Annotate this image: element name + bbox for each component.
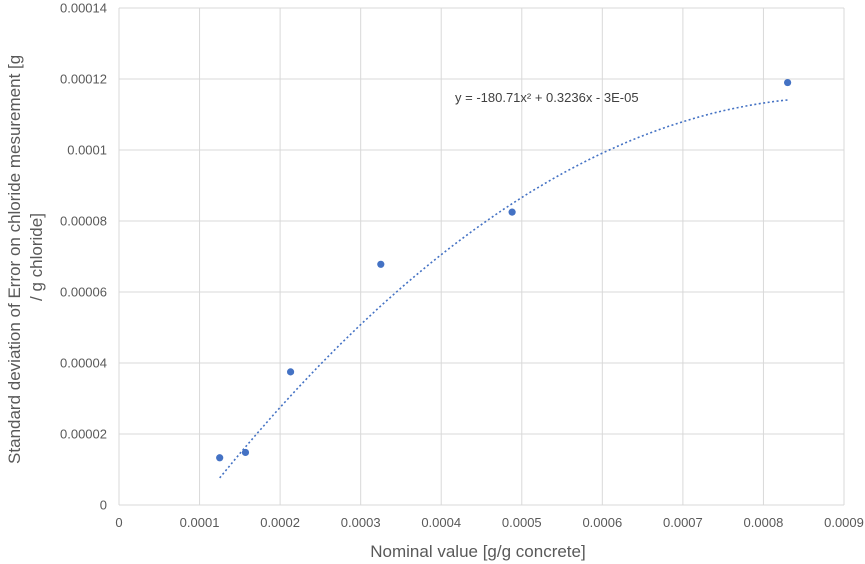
data-point (241, 448, 250, 457)
x-tick-label: 0.0006 (582, 515, 622, 530)
gridlines (118, 7, 845, 506)
data-point (377, 260, 385, 268)
data-point (784, 78, 792, 87)
y-tick-label: 0.00014 (60, 1, 107, 16)
y-tick-label: 0 (100, 498, 107, 513)
x-tick-label: 0.0002 (260, 515, 300, 530)
x-tick-label: 0.0004 (421, 515, 461, 530)
data-points (216, 78, 792, 462)
data-point (286, 368, 295, 376)
y-tick-label: 0.00004 (60, 356, 107, 371)
y-axis-title-line-1: Standard deviation of Error on chloride … (5, 55, 24, 464)
x-tick-label: 0.0009 (824, 515, 864, 530)
y-tick-label: 0.00012 (60, 72, 107, 87)
trendline (219, 99, 788, 479)
trendline-equation: y = -180.71x² + 0.3236x - 3E-05 (455, 90, 639, 105)
x-tick-labels: 0 0.0001 0.0002 0.0003 0.0004 0.0005 0.0006 0.0… (115, 515, 864, 530)
y-tick-label: 0.00002 (60, 427, 107, 442)
x-tick-label: 0.0001 (180, 515, 220, 530)
y-axis-title: Standard deviation of Error on chloride … (5, 50, 46, 464)
x-tick-label: 0.0008 (744, 515, 784, 530)
y-tick-label: 0.00008 (60, 214, 107, 229)
x-tick-label: 0 (115, 515, 122, 530)
y-axis-title-line-2: / g chloride] (27, 213, 46, 301)
x-tick-label: 0.0005 (502, 515, 542, 530)
x-tick-label: 0.0003 (341, 515, 381, 530)
data-point (216, 454, 224, 462)
x-axis-title: Nominal value [g/g concrete] (370, 542, 585, 561)
y-tick-label: 0.00006 (60, 285, 107, 300)
y-tick-label: 0.0001 (67, 143, 107, 158)
x-tick-label: 0.0007 (663, 515, 703, 530)
y-tick-labels: 0 0.00002 0.00004 0.00006 0.00008 0.0001 0.000… (60, 1, 107, 513)
data-point (508, 208, 516, 216)
